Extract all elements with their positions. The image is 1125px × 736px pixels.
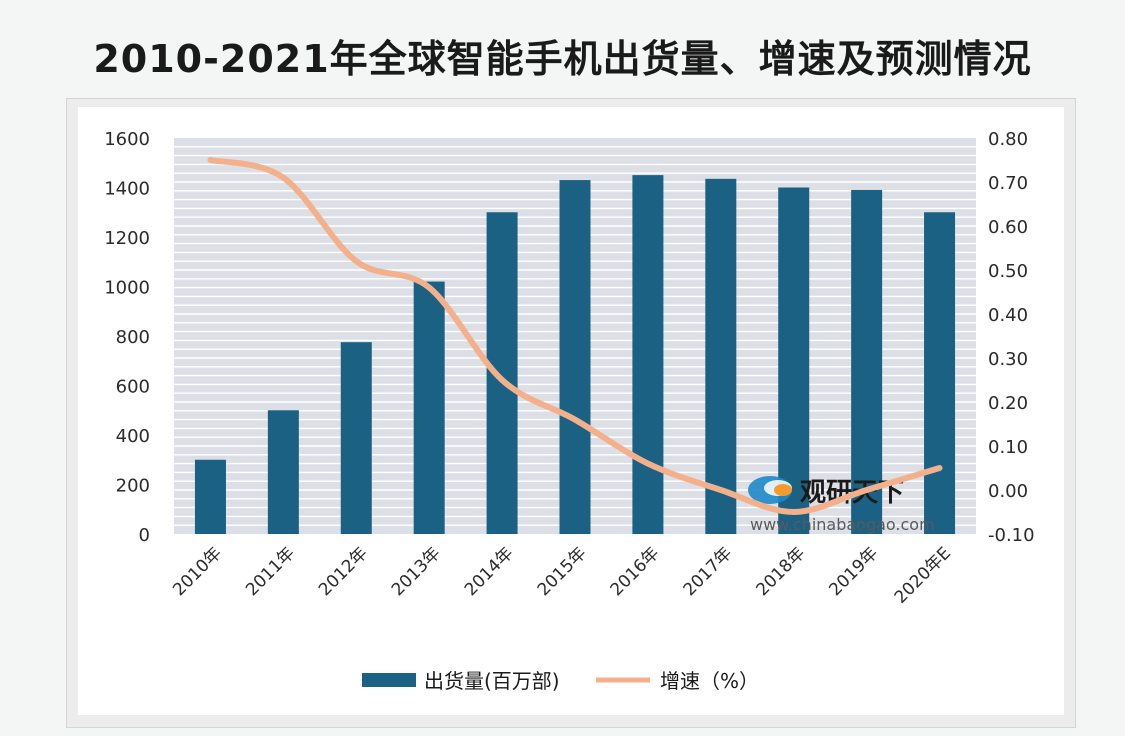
bar [340,342,372,534]
y-right-tick: 0.40 [988,305,1028,326]
growth-line [207,157,943,515]
bar [632,175,664,534]
legend-bar-swatch [362,673,416,687]
y-right-tick: 0.10 [988,437,1028,458]
bar [413,281,445,534]
x-tick: 2010年 [169,543,226,600]
y-right-tick: 0.80 [988,129,1028,150]
legend: 出货量(百万部) 增速（%） [362,669,759,693]
y-right-tick: 0.70 [988,173,1028,194]
y-left-tick: 200 [116,476,150,497]
y-left-tick: 400 [116,426,150,447]
x-axis-ticks: 2010年 2011年 2012年 2013年 2014年 2015年 2016年 2017年… [169,543,955,607]
bar [267,410,299,534]
y-left-tick: 1200 [104,228,150,249]
bar [194,459,226,534]
bar [486,212,518,534]
bar [705,178,737,534]
x-tick: 2016年 [607,543,664,600]
y-left-tick: 1600 [104,129,150,150]
x-tick: 2013年 [388,543,445,600]
x-tick: 2014年 [461,543,518,600]
x-tick: 2017年 [680,543,737,600]
y-right-tick: 0.20 [988,393,1028,414]
y-left-tick: 0 [139,525,150,546]
watermark-logo-icon [748,476,792,504]
y-right-tick: 0.00 [988,481,1028,502]
right-axis-ticks: -0.10 0.00 0.10 0.20 0.30 0.40 0.50 0.60 0.70 0.8… [988,129,1035,546]
y-left-tick: 600 [116,377,150,398]
x-tick: 2020年E [891,543,955,607]
legend-line-label: 增速（%） [660,669,759,693]
y-right-tick: 0.60 [988,217,1028,238]
bar [851,189,883,534]
combo-chart: 观研天下 www.chinabaogao.com 020040060080010… [104,129,1035,693]
bar-series [194,175,956,534]
x-tick: 2018年 [753,543,810,600]
x-tick: 2012年 [315,543,372,600]
x-tick: 2019年 [825,543,882,600]
y-left-tick: 1000 [104,278,150,299]
chart-title: 2010-2021年全球智能手机出货量、增速及预测情况 [93,37,1032,81]
x-tick: 2015年 [534,543,591,600]
y-left-tick: 800 [116,327,150,348]
y-right-tick: 0.50 [988,261,1028,282]
x-tick: 2011年 [242,543,299,600]
watermark-url: www.chinabaogao.com [750,515,935,534]
y-left-tick: 1400 [104,179,150,200]
bar [778,187,810,534]
bar [924,212,956,534]
bar [559,180,591,534]
chart-panel: 观研天下 www.chinabaogao.com 0 200 400 600 800 10… [78,107,1064,715]
y-right-tick: 0.30 [988,349,1028,370]
y-right-tick: -0.10 [988,525,1035,546]
legend-bar-label: 出货量(百万部) [424,669,560,693]
left-axis-ticks: 0 200 400 600 800 1000 1200 1400 1600 [104,129,150,546]
